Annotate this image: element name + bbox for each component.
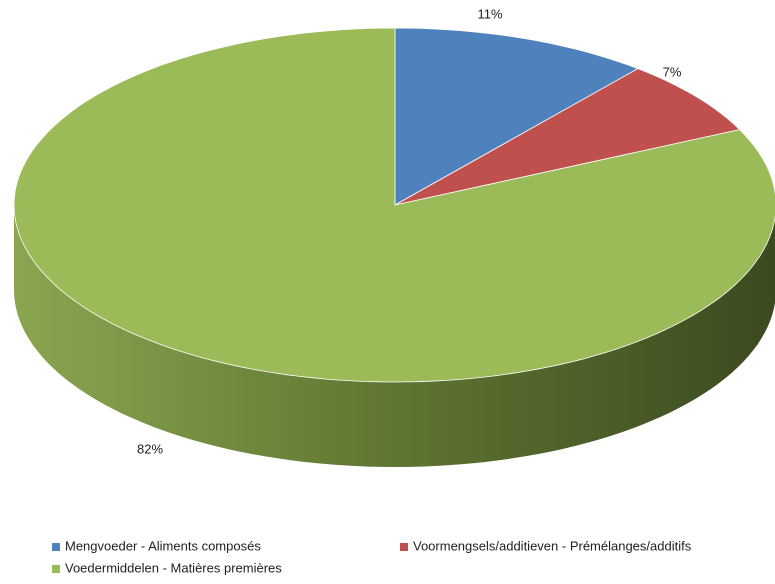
pie: 11% 7% 82% — [13, 6, 775, 467]
legend-swatch — [52, 543, 60, 551]
data-label: 11% — [477, 6, 502, 21]
legend-label: Voormengsels/additieven - Prémélanges/ad… — [413, 538, 692, 553]
data-label: 82% — [137, 441, 163, 456]
legend-label: Mengvoeder - Aliments composés — [65, 538, 261, 553]
pie-side — [14, 205, 775, 467]
legend-swatch — [52, 565, 60, 573]
legend-label: Voedermiddelen - Matières premières — [65, 560, 282, 575]
legend: Mengvoeder - Aliments composés Voormengse… — [52, 538, 692, 575]
legend-swatch — [400, 543, 408, 551]
data-label: 7% — [663, 64, 682, 79]
pie-slice — [13, 27, 775, 383]
pie-slice — [394, 27, 639, 206]
pie-slice — [394, 68, 741, 206]
